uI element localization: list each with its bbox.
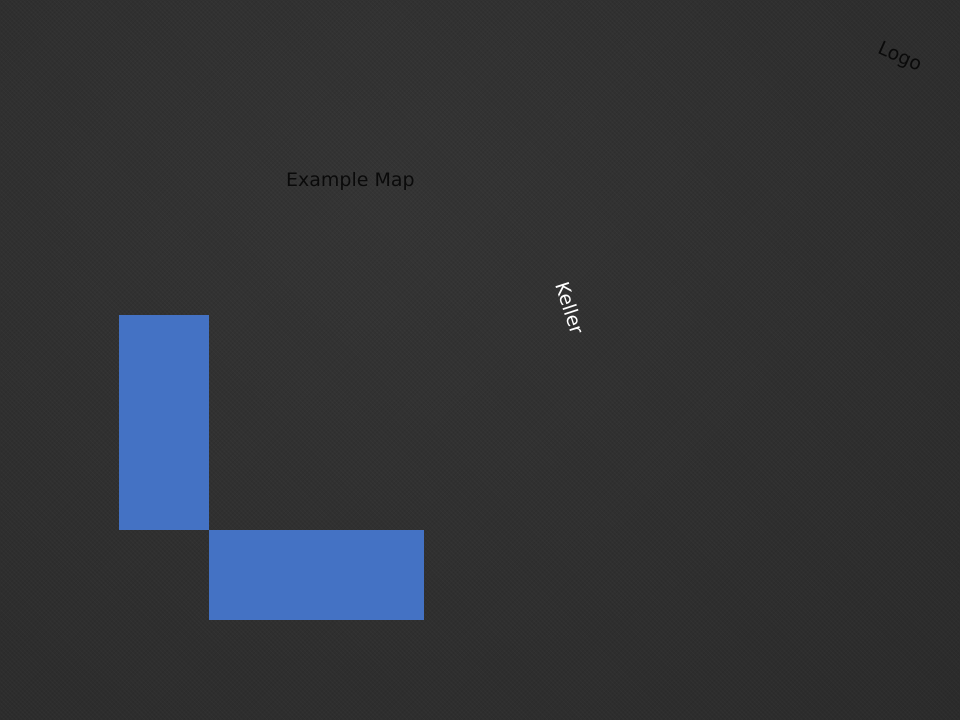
map-title: Example Map xyxy=(286,169,415,191)
logo-placeholder: Logo xyxy=(874,36,926,76)
street-label-keller: Keller xyxy=(550,279,588,337)
building-block-vertical xyxy=(119,315,209,530)
building-block-horizontal xyxy=(209,530,424,620)
